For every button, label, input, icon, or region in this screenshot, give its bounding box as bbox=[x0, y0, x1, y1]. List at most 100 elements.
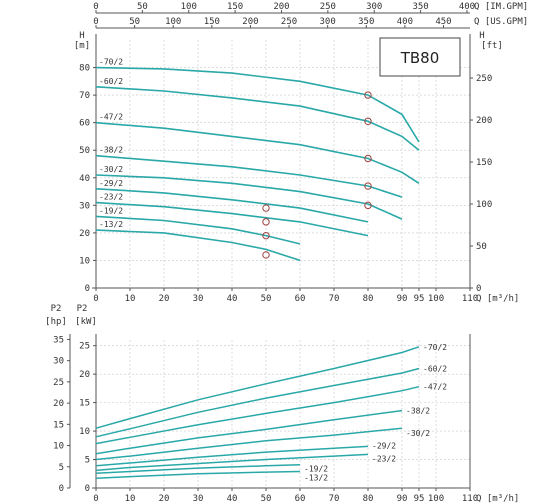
series-label: -29/2 bbox=[99, 179, 123, 188]
im-gpm-tick-label: 200 bbox=[273, 2, 289, 12]
series-line bbox=[95, 201, 369, 237]
series-label: -19/2 bbox=[99, 206, 123, 215]
duty-point-marker bbox=[364, 154, 372, 163]
series-line bbox=[95, 385, 420, 445]
y2-tick-label: 150 bbox=[476, 158, 492, 168]
series-label: -38/2 bbox=[406, 407, 430, 416]
x-tick-label: 95 bbox=[414, 294, 425, 304]
series-label: -13/2 bbox=[99, 220, 123, 229]
y-tick-label: 50 bbox=[79, 146, 90, 156]
x-tick-label: 95 bbox=[414, 494, 425, 504]
series-label: -38/2 bbox=[99, 146, 123, 155]
series-line bbox=[95, 463, 301, 474]
series-line bbox=[95, 409, 403, 455]
x-axis-label: Q [m³/h] bbox=[476, 494, 519, 504]
duty-point-marker bbox=[262, 218, 270, 226]
duty-point-marker bbox=[364, 117, 372, 125]
y-tick-label: 15 bbox=[79, 399, 90, 409]
us-gpm-tick-label: 200 bbox=[242, 17, 258, 27]
duty-point-marker bbox=[364, 182, 372, 190]
duty-point-marker bbox=[262, 231, 270, 240]
x-tick-label: 60 bbox=[295, 294, 306, 304]
im-gpm-axis-label: Q [IM.GPM] bbox=[474, 2, 528, 12]
series-line bbox=[95, 154, 403, 198]
y2-tick-label: 0 bbox=[476, 284, 481, 294]
hp-tick-label: 10 bbox=[53, 442, 64, 452]
series-label: -30/2 bbox=[99, 165, 123, 174]
us-gpm-tick-label: 300 bbox=[320, 17, 336, 27]
us-gpm-tick-label: 400 bbox=[397, 17, 413, 27]
series-label: -30/2 bbox=[406, 429, 430, 438]
series-line bbox=[95, 229, 301, 262]
us-gpm-tick-label: 350 bbox=[358, 17, 374, 27]
series-label: -60/2 bbox=[423, 364, 447, 373]
series-label: -19/2 bbox=[304, 465, 328, 474]
series-label: -23/2 bbox=[372, 454, 396, 463]
x-tick-label: 110 bbox=[462, 294, 478, 304]
us-gpm-tick-label: 250 bbox=[281, 17, 297, 27]
x-tick-label: 90 bbox=[397, 294, 408, 304]
x-tick-label: 30 bbox=[193, 494, 204, 504]
hp-tick-label: 20 bbox=[53, 399, 64, 409]
y2-axis-unit: [ft] bbox=[481, 41, 503, 51]
y2-tick-label: 100 bbox=[476, 200, 492, 210]
series-line bbox=[95, 174, 403, 220]
im-gpm-tick-label: 400 bbox=[459, 2, 475, 12]
hp-tick-label: 15 bbox=[53, 420, 64, 430]
y-tick-label: 5 bbox=[85, 456, 90, 466]
y2-tick-label: 50 bbox=[476, 242, 487, 252]
series-line bbox=[95, 86, 420, 151]
x-tick-label: 70 bbox=[329, 294, 340, 304]
duty-point-marker bbox=[364, 91, 372, 99]
y2-axis-label: H bbox=[479, 31, 484, 41]
im-gpm-tick-label: 250 bbox=[320, 2, 336, 12]
us-gpm-tick-label: 450 bbox=[435, 17, 451, 27]
series-label: -47/2 bbox=[99, 113, 123, 122]
y-tick-label: 40 bbox=[79, 174, 90, 184]
hp-tick-label: 30 bbox=[53, 357, 64, 367]
y2-tick-label: 200 bbox=[476, 116, 492, 126]
hp-tick-label: 5 bbox=[59, 463, 64, 473]
y-tick-label: 25 bbox=[79, 342, 90, 352]
series-label: -29/2 bbox=[372, 441, 396, 450]
hp-tick-label: 0 bbox=[59, 484, 64, 494]
y-tick-label: 80 bbox=[79, 64, 90, 74]
x-tick-label: 80 bbox=[363, 294, 374, 304]
us-gpm-tick-label: 50 bbox=[129, 17, 140, 27]
im-gpm-tick-label: 300 bbox=[366, 2, 382, 12]
y-axis-label: H bbox=[79, 31, 84, 41]
x-tick-label: 50 bbox=[261, 294, 272, 304]
series-label: -13/2 bbox=[304, 473, 328, 482]
x-tick-label: 60 bbox=[295, 494, 306, 504]
series-line bbox=[95, 346, 420, 429]
x-tick-label: 100 bbox=[428, 494, 444, 504]
y-tick-label: 30 bbox=[79, 201, 90, 211]
hp-axis-label: P2 bbox=[51, 304, 62, 314]
x-tick-label: 0 bbox=[93, 494, 98, 504]
us-gpm-axis-label: Q [US.GPM] bbox=[474, 17, 528, 27]
x-tick-label: 110 bbox=[462, 494, 478, 504]
hp-axis-unit: [hp] bbox=[45, 317, 67, 327]
im-gpm-tick-label: 50 bbox=[137, 2, 148, 12]
series-line bbox=[95, 427, 403, 461]
series-line bbox=[95, 215, 301, 245]
x-tick-label: 70 bbox=[329, 494, 340, 504]
model-label: TB80 bbox=[400, 49, 440, 67]
y-tick-label: 10 bbox=[79, 427, 90, 437]
x-tick-label: 20 bbox=[159, 494, 170, 504]
x-tick-label: 0 bbox=[93, 294, 98, 304]
im-gpm-tick-label: 100 bbox=[181, 2, 197, 12]
x-tick-label: 50 bbox=[261, 494, 272, 504]
series-line bbox=[95, 445, 369, 467]
y-tick-label: 20 bbox=[79, 229, 90, 239]
x-tick-label: 90 bbox=[397, 494, 408, 504]
series-label: -47/2 bbox=[423, 383, 447, 392]
x-tick-label: 10 bbox=[125, 294, 136, 304]
x-tick-label: 20 bbox=[159, 294, 170, 304]
series-line bbox=[95, 66, 420, 143]
x-tick-label: 40 bbox=[227, 294, 238, 304]
duty-point-marker bbox=[262, 204, 270, 212]
series-label: -70/2 bbox=[423, 343, 447, 352]
